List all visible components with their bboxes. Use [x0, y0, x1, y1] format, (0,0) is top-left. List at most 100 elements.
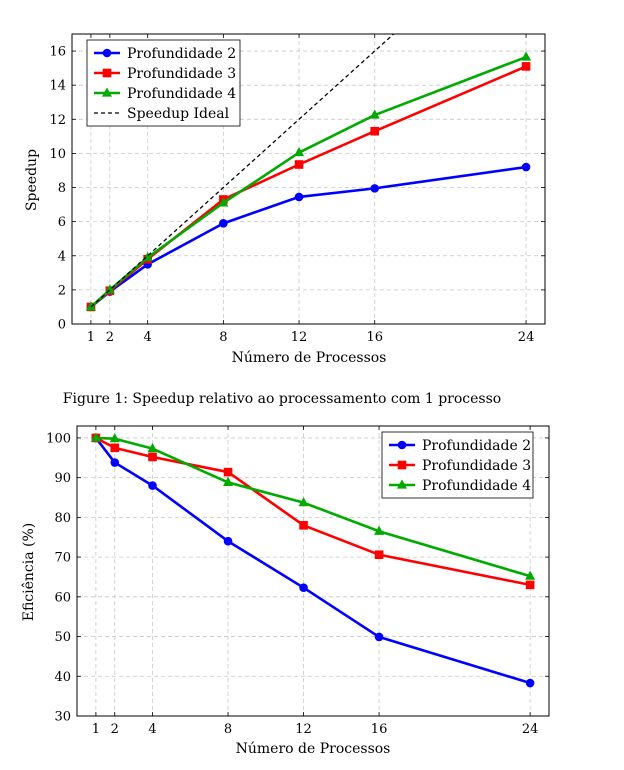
y-tick-label: 30	[54, 710, 71, 725]
profundidade-4-point	[109, 433, 120, 443]
chart1-y-axis-label: Speedup	[24, 149, 40, 211]
legend-item-profundidade-2: Profundidade 2	[94, 46, 236, 62]
y-tick-label: 4	[58, 249, 66, 264]
profundidade-4-point	[218, 197, 229, 207]
x-tick-label: 24	[522, 722, 539, 737]
y-tick-label: 80	[54, 511, 71, 526]
x-tick-label: 8	[219, 330, 227, 345]
profundidade-3-point	[148, 452, 157, 462]
x-tick-label: 2	[106, 330, 114, 345]
y-tick-label: 2	[58, 283, 66, 298]
profundidade-2-point	[370, 184, 380, 193]
x-tick-label: 12	[291, 330, 308, 345]
profundidade-4-point	[369, 109, 380, 119]
series-profundidade-2	[86, 162, 531, 312]
profundidade-2-point	[148, 481, 157, 490]
legend-marker	[102, 48, 112, 58]
legend-box	[86, 39, 241, 127]
profundidade-2-line	[90, 165, 527, 308]
legend-marker	[102, 68, 112, 78]
chart1-frame	[71, 33, 546, 325]
profundidade-3-point	[374, 550, 384, 560]
legend-marker	[397, 479, 407, 489]
series-speedup-ideal	[90, 34, 395, 308]
y-tick-label: 6	[58, 215, 66, 230]
x-tick-label: 1	[87, 330, 95, 345]
legend-label: Profundidade 4	[422, 478, 531, 494]
speedup-ideal-line	[90, 34, 395, 308]
profundidade-3-point	[521, 62, 531, 71]
x-tick-label: 2	[111, 722, 119, 737]
x-tick-label: 12	[295, 722, 312, 737]
profundidade-4-point	[294, 146, 305, 157]
y-tick-label: 50	[54, 630, 71, 645]
profundidade-2-point	[374, 632, 384, 642]
x-tick-label: 24	[518, 330, 535, 345]
y-tick-label: 10	[49, 147, 66, 162]
y-tick-label: 70	[54, 551, 71, 566]
legend-marker	[397, 460, 407, 470]
chart2-series	[90, 432, 536, 688]
profundidade-3-point	[525, 580, 535, 590]
profundidade-3-point	[110, 443, 120, 453]
legend-item-profundidade-3: Profundidade 3	[389, 458, 531, 474]
y-tick-label: 8	[58, 181, 66, 196]
legend-item-profundidade-2: Profundidade 2	[389, 438, 531, 454]
legend-marker	[102, 87, 112, 97]
x-tick-label: 4	[148, 722, 156, 737]
y-tick-label: 12	[49, 113, 66, 128]
x-tick-label: 16	[366, 330, 383, 345]
series-profundidade-4	[90, 432, 536, 580]
y-tick-label: 100	[46, 431, 71, 446]
profundidade-2-point	[223, 536, 233, 546]
profundidade-2-point	[299, 583, 308, 592]
profundidade-2-point	[521, 162, 531, 172]
x-tick-label: 16	[371, 722, 388, 737]
profundidade-2-point	[525, 678, 535, 688]
y-tick-label: 16	[49, 45, 66, 60]
chart2-frame	[76, 425, 550, 717]
x-tick-label: 1	[92, 722, 100, 737]
profundidade-4-point	[223, 476, 234, 487]
profundidade-4-point	[90, 432, 101, 442]
profundidade-3-point	[294, 160, 304, 169]
profundidade-4-point	[147, 443, 158, 453]
profundidade-2-point	[294, 192, 304, 202]
chart1-grid	[72, 34, 545, 325]
figure-caption: Figure 1: Speedup relativo ao processame…	[63, 391, 501, 407]
chart1-series	[85, 34, 532, 312]
legend-label: Profundidade 3	[422, 458, 531, 474]
profundidade-3-point	[223, 467, 233, 477]
legend-label: Speedup Ideal	[127, 106, 230, 122]
legend-item-profundidade-4: Profundidade 4	[94, 86, 236, 102]
profundidade-3-point	[370, 126, 380, 136]
legend-label: Profundidade 3	[127, 66, 236, 82]
chart2-y-axis-label: Eficiência (%)	[21, 523, 37, 622]
profundidade-4-point	[85, 301, 96, 311]
profundidade-4-point	[525, 570, 536, 580]
legend-item-profundidade-3: Profundidade 3	[94, 66, 236, 82]
profundidade-4-point	[374, 525, 385, 535]
profundidade-2-point	[219, 219, 228, 228]
series-profundidade-4	[85, 51, 532, 311]
chart2-legend: Profundidade 2 Profundidade 3 Profundidade…	[381, 431, 534, 499]
profundidade-2-point	[110, 458, 120, 467]
chart2-x-axis-label: Número de Processos	[236, 741, 391, 757]
x-tick-label: 4	[144, 330, 152, 345]
y-tick-label: 0	[58, 318, 66, 333]
legend-marker	[397, 440, 407, 450]
y-tick-label: 14	[49, 79, 66, 94]
x-tick-label: 8	[224, 722, 232, 737]
profundidade-3-point	[299, 521, 308, 530]
chart1-legend: Profundidade 2 Profundidade 3 Profundidade…	[86, 39, 241, 127]
y-tick-label: 40	[54, 670, 71, 685]
legend-label: Profundidade 2	[422, 438, 531, 454]
profundidade-4-point	[298, 497, 309, 507]
y-tick-label: 90	[54, 471, 71, 486]
profundidade-4-point	[521, 51, 532, 61]
